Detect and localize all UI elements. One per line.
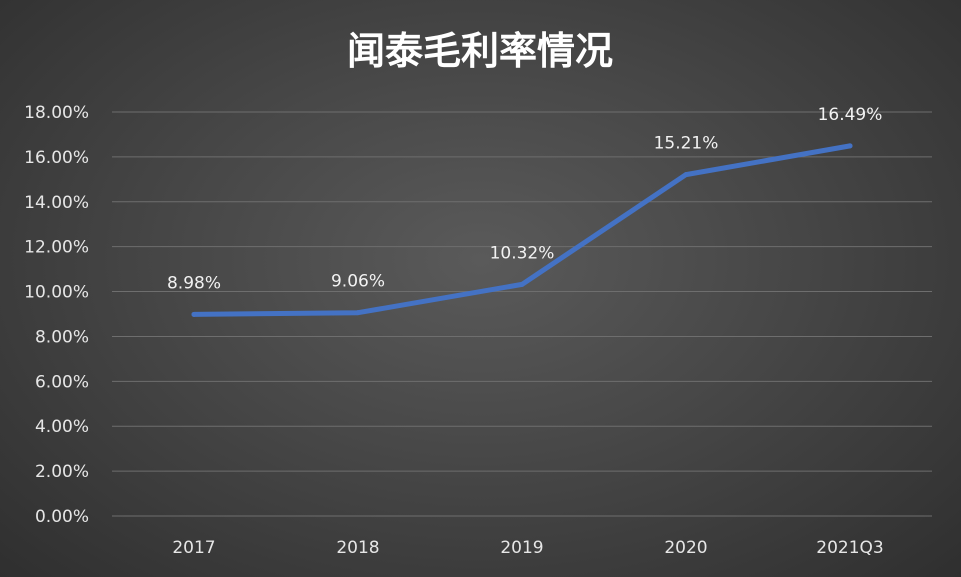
data-points (191, 143, 853, 317)
data-label: 9.06% (331, 272, 385, 292)
data-label: 8.98% (167, 273, 221, 293)
data-point (683, 172, 689, 178)
data-point (355, 310, 361, 316)
y-axis-ticks: 0.00% 2.00% 4.00% 6.00% 8.00% 10.00% 12.00% 14.… (24, 103, 89, 527)
x-tick-label: 2017 (172, 538, 215, 558)
data-label: 10.32% (490, 243, 555, 263)
y-tick-label: 8.00% (35, 327, 89, 347)
x-tick-label: 2020 (664, 538, 707, 558)
chart-title: 闻泰毛利率情况 (347, 29, 613, 73)
data-point (519, 281, 525, 287)
y-tick-label: 18.00% (24, 103, 89, 123)
x-tick-label: 2019 (500, 538, 543, 558)
data-label: 16.49% (818, 105, 883, 125)
y-tick-label: 2.00% (35, 462, 89, 482)
y-tick-label: 6.00% (35, 372, 89, 392)
gridlines (112, 111, 932, 517)
y-tick-label: 12.00% (24, 238, 89, 258)
data-labels: 8.98% 9.06% 10.32% 15.21% 16.49% (167, 105, 882, 294)
data-point (847, 143, 853, 149)
y-tick-label: 16.00% (24, 148, 89, 168)
y-tick-label: 0.00% (35, 507, 89, 527)
x-tick-label: 2021Q3 (816, 538, 883, 558)
y-tick-label: 10.00% (24, 283, 89, 303)
x-tick-label: 2018 (336, 538, 379, 558)
data-point (191, 311, 197, 317)
y-tick-label: 4.00% (35, 417, 89, 437)
x-axis-ticks: 2017 2018 2019 2020 2021Q3 (172, 538, 883, 558)
series-line (191, 143, 853, 317)
y-tick-label: 14.00% (24, 193, 89, 213)
data-label: 15.21% (654, 134, 719, 154)
